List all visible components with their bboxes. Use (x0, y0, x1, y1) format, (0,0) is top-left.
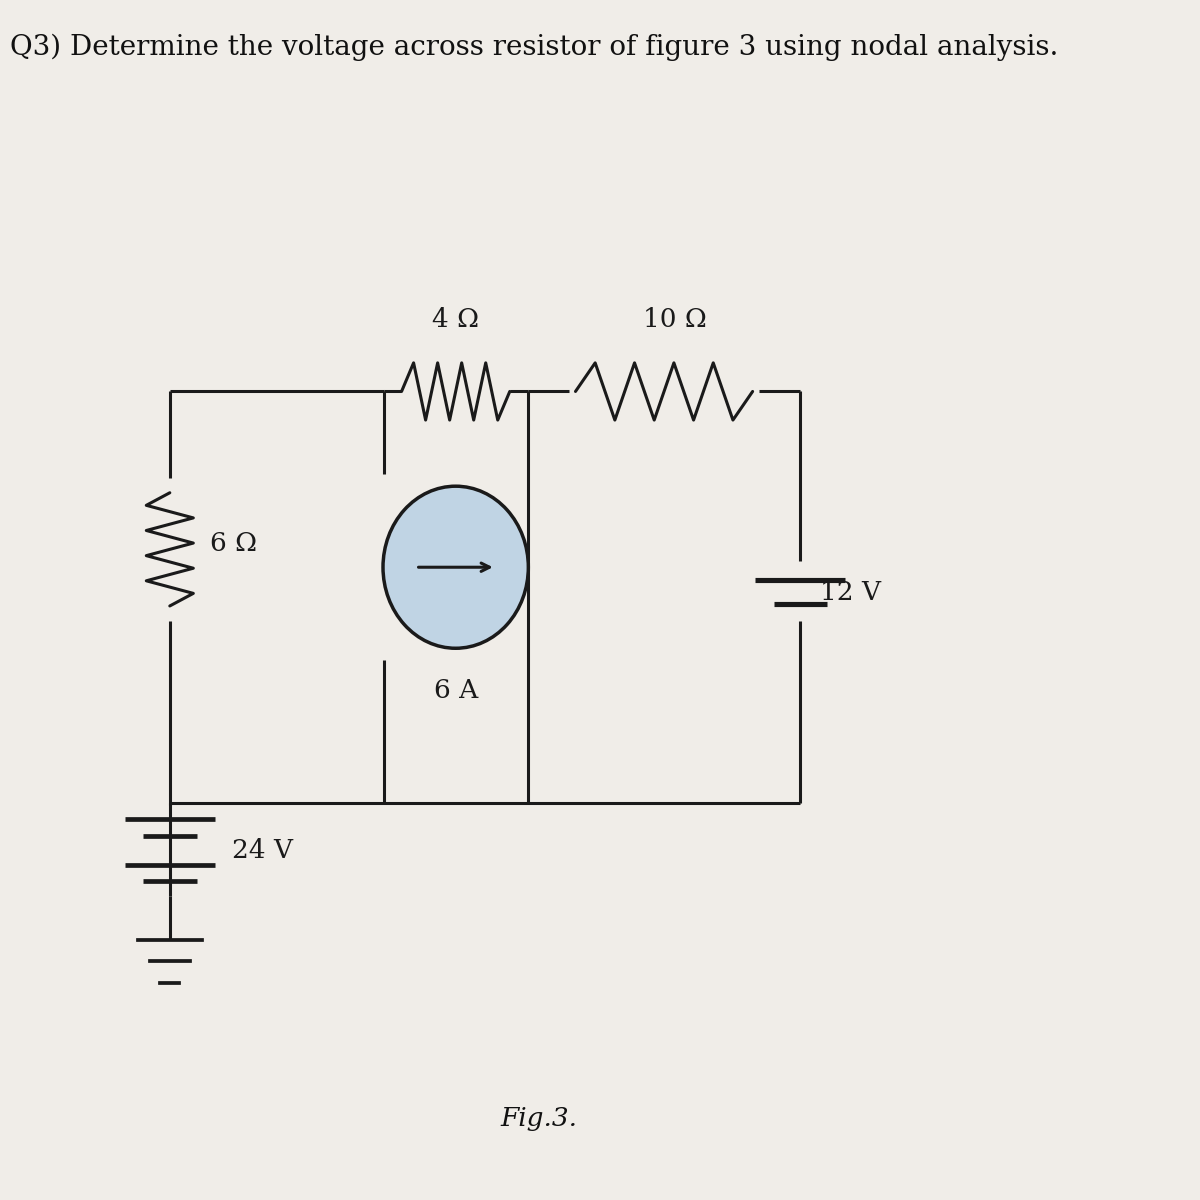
Text: 6 Ω: 6 Ω (210, 530, 258, 556)
Text: Fig.3.: Fig.3. (500, 1106, 577, 1130)
Text: 6 A: 6 A (433, 678, 478, 703)
Text: 12 V: 12 V (820, 580, 881, 605)
Text: 24 V: 24 V (232, 838, 293, 863)
Text: 4 Ω: 4 Ω (432, 307, 479, 332)
Text: 10 Ω: 10 Ω (643, 307, 707, 332)
Circle shape (383, 486, 528, 648)
Text: Q3) Determine the voltage across resistor of figure 3 using nodal analysis.: Q3) Determine the voltage across resisto… (10, 34, 1058, 61)
